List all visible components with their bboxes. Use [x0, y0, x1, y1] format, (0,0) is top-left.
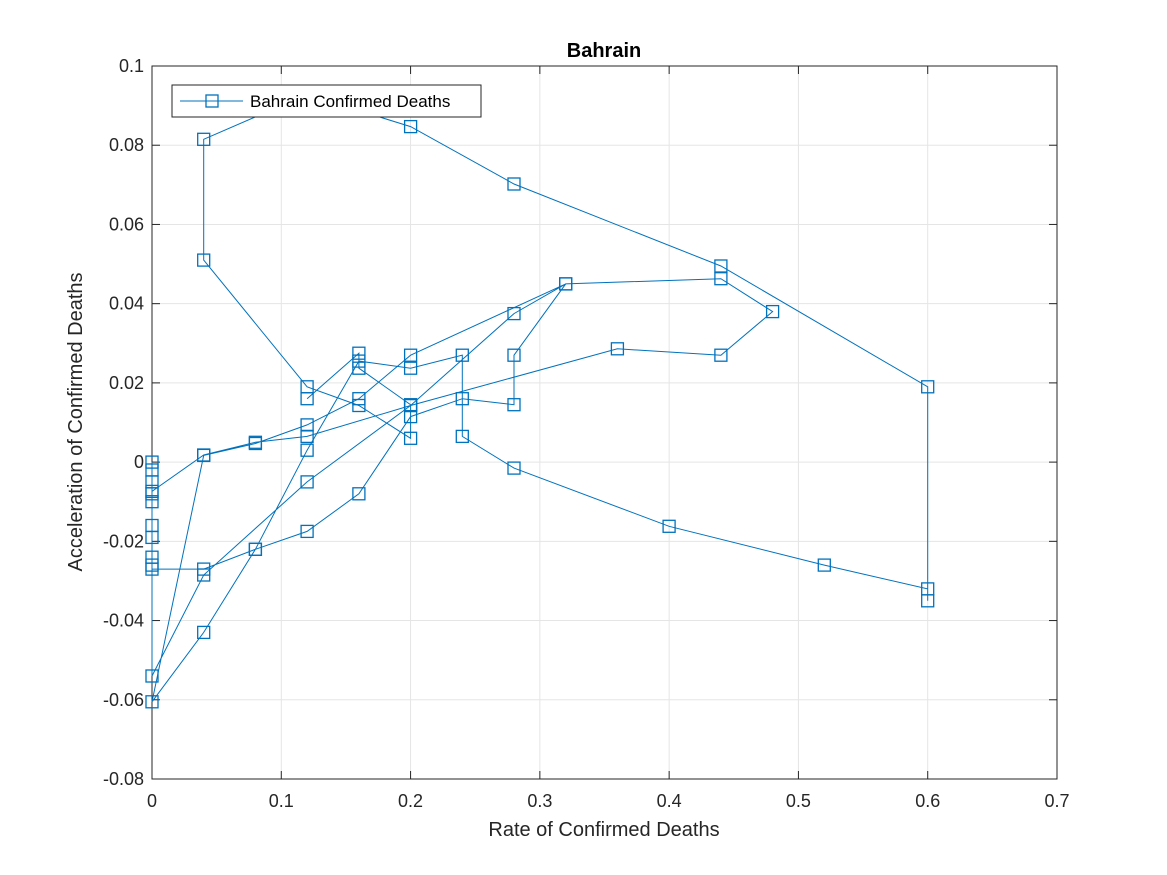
data-point-marker — [145, 669, 159, 683]
data-point-marker — [455, 348, 469, 362]
series-line — [151, 93, 929, 703]
data-point-marker — [714, 272, 728, 286]
grid — [151, 65, 1058, 780]
data-point-marker — [300, 443, 314, 457]
data-point-marker — [403, 431, 418, 445]
data-point-marker — [145, 562, 159, 576]
y-tick-label: -0.08 — [103, 769, 144, 789]
data-point-marker — [765, 304, 780, 319]
y-tick-label: -0.02 — [103, 531, 144, 551]
data-point-marker — [248, 542, 263, 556]
data-point-marker — [507, 177, 521, 191]
x-tick-label: 0.7 — [1044, 791, 1069, 811]
x-tick-label: 0.4 — [657, 791, 682, 811]
y-tick-label: 0.1 — [119, 56, 144, 76]
data-point-marker — [507, 348, 521, 362]
data-point-marker — [352, 346, 366, 360]
data-point-marker — [921, 594, 935, 608]
legend[interactable]: Bahrain Confirmed Deaths — [171, 84, 482, 118]
y-tick-label: 0.08 — [109, 135, 144, 155]
data-point-marker — [507, 461, 521, 475]
data-point-marker — [403, 348, 418, 362]
x-axis: 0 0.1 0.2 0.3 0.4 0.5 0.6 0.7 — [147, 66, 1070, 811]
data-point-marker — [197, 448, 211, 463]
series-layer — [145, 87, 935, 709]
data-point-marker — [300, 392, 314, 406]
data-point-marker — [145, 695, 159, 709]
data-point-marker — [455, 392, 469, 406]
data-point-marker — [352, 392, 366, 406]
y-tick-label: 0.06 — [109, 214, 144, 234]
y-tick-label: -0.06 — [103, 690, 144, 710]
data-point-marker — [300, 475, 314, 489]
x-tick-label: 0.1 — [269, 791, 294, 811]
plot-area-frame — [151, 65, 1058, 780]
data-point-marker — [145, 484, 159, 499]
data-point-marker — [352, 361, 366, 375]
data-point-marker — [197, 568, 211, 582]
y-tick-label: 0.02 — [109, 373, 144, 393]
data-point-marker — [817, 558, 831, 572]
y-tick-label: 0.04 — [109, 294, 144, 314]
x-axis-title: Rate of Confirmed Deaths — [488, 819, 719, 841]
data-point-marker — [197, 253, 211, 267]
data-point-marker — [714, 348, 728, 362]
data-point-marker — [714, 259, 728, 273]
data-point-marker — [507, 306, 521, 321]
data-point-marker — [403, 398, 418, 412]
data-point-marker — [559, 277, 573, 291]
data-point-marker — [300, 524, 314, 539]
y-axis: -0.08 -0.06 -0.04 -0.02 0 0.02 0.04 0.06 0.08 0.1 — [103, 56, 1057, 789]
x-tick-label: 0.2 — [398, 791, 423, 811]
data-point-marker — [197, 625, 211, 640]
data-point-marker — [507, 398, 521, 412]
data-point-marker — [455, 429, 469, 444]
data-point-marker — [662, 519, 676, 533]
x-tick-label: 0.5 — [786, 791, 811, 811]
y-tick-label: 0 — [134, 452, 144, 472]
x-tick-label: 0.3 — [527, 791, 552, 811]
legend-marker-sample — [205, 94, 219, 108]
data-point-marker — [145, 455, 159, 469]
data-point-marker — [197, 132, 211, 146]
legend-box — [171, 84, 482, 118]
y-tick-label: -0.04 — [103, 611, 144, 631]
x-tick-label: 0.6 — [915, 791, 940, 811]
data-point-marker — [145, 495, 159, 509]
x-tick-label: 0 — [147, 791, 157, 811]
chart-title: Bahrain — [567, 40, 641, 62]
y-axis-title: Acceleration of Confirmed Deaths — [65, 272, 87, 571]
data-point-marker — [352, 354, 366, 368]
data-point-marker — [610, 342, 625, 356]
data-point-marker — [352, 398, 366, 413]
data-point-marker — [403, 119, 418, 134]
data-point-marker — [145, 530, 159, 545]
data-point-marker — [403, 361, 418, 375]
data-point-marker — [300, 418, 314, 432]
data-point-marker — [352, 487, 366, 501]
data-point-marker — [248, 436, 263, 451]
legend-entry-label: Bahrain Confirmed Deaths — [250, 92, 450, 111]
data-point-marker — [921, 380, 935, 394]
